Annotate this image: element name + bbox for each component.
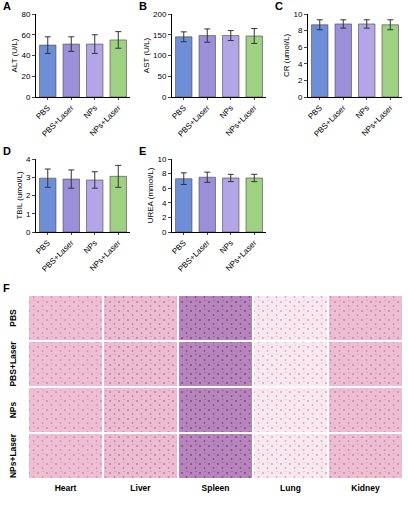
svg-text:0: 0 — [162, 93, 167, 102]
svg-text:PBS: PBS — [306, 103, 324, 121]
svg-text:6: 6 — [298, 43, 303, 52]
svg-text:4: 4 — [298, 60, 303, 69]
html-text:C: C — [275, 0, 283, 12]
svg-text:Liver: Liver — [130, 483, 151, 493]
svg-text:Heart: Heart — [55, 483, 77, 493]
svg-text:3: 3 — [26, 173, 31, 182]
svg-text:AST (U/L): AST (U/L) — [142, 37, 151, 73]
svg-text:2: 2 — [162, 213, 167, 222]
svg-text:PBS+Laser: PBS+Laser — [176, 103, 211, 138]
svg-text:10: 10 — [157, 155, 166, 164]
svg-text:4: 4 — [26, 155, 31, 164]
svg-text:PBS+Laser: PBS+Laser — [40, 238, 75, 273]
svg-text:40: 40 — [21, 51, 30, 60]
svg-text:NPs+Laser: NPs+Laser — [360, 103, 395, 138]
svg-text:2: 2 — [26, 191, 31, 200]
svg-text:2: 2 — [298, 76, 303, 85]
svg-text:PBS: PBS — [34, 103, 52, 121]
svg-text:NPs+Laser: NPs+Laser — [224, 238, 259, 273]
html-text:E: E — [139, 145, 147, 157]
svg-text:F: F — [3, 282, 10, 294]
svg-text:60: 60 — [21, 31, 30, 40]
svg-text:PBS: PBS — [170, 238, 188, 256]
svg-text:0: 0 — [162, 228, 167, 237]
svg-text:PBS+Laser: PBS+Laser — [40, 103, 75, 138]
svg-text:8: 8 — [298, 26, 303, 35]
svg-text:10: 10 — [293, 10, 302, 19]
svg-text:PBS: PBS — [34, 238, 52, 256]
svg-text:TBIL (umol/L): TBIL (umol/L) — [15, 171, 24, 219]
svg-text:NPs: NPs — [218, 238, 235, 255]
svg-text:6: 6 — [162, 184, 167, 193]
svg-text:1: 1 — [26, 210, 31, 219]
svg-text:PBS+Laser: PBS+Laser — [312, 103, 347, 138]
svg-text:150: 150 — [153, 31, 167, 40]
svg-text:PBS+Laser: PBS+Laser — [176, 238, 211, 273]
svg-text:50: 50 — [157, 72, 166, 81]
svg-text:200: 200 — [153, 10, 167, 19]
html-text:D: D — [3, 145, 11, 157]
html-text:B: B — [139, 0, 147, 12]
svg-text:Spleen: Spleen — [202, 483, 230, 493]
svg-text:Lung: Lung — [280, 483, 301, 493]
svg-text:80: 80 — [21, 10, 30, 19]
svg-text:ALT (U/L): ALT (U/L) — [10, 38, 19, 72]
svg-text:NPs+Laser: NPs+Laser — [8, 433, 18, 478]
svg-text:8: 8 — [162, 169, 167, 178]
svg-text:Kidney: Kidney — [351, 483, 380, 493]
svg-text:100: 100 — [153, 51, 167, 60]
svg-text:NPs: NPs — [218, 103, 235, 120]
svg-text:4: 4 — [162, 199, 167, 208]
svg-text:NPs: NPs — [82, 103, 99, 120]
svg-text:NPs: NPs — [354, 103, 371, 120]
svg-text:0: 0 — [26, 93, 31, 102]
svg-text:NPs+Laser: NPs+Laser — [88, 103, 123, 138]
svg-text:0: 0 — [298, 93, 303, 102]
svg-text:NPs: NPs — [82, 238, 99, 255]
svg-text:NPs+Laser: NPs+Laser — [88, 238, 123, 273]
svg-text:0: 0 — [26, 228, 31, 237]
svg-text:PBS: PBS — [170, 103, 188, 121]
svg-text:20: 20 — [21, 72, 30, 81]
svg-text:NPs: NPs — [8, 401, 18, 418]
html-text:A: A — [3, 0, 11, 12]
svg-text:NPs+Laser: NPs+Laser — [224, 103, 259, 138]
svg-text:CR (umol/L): CR (umol/L) — [282, 34, 291, 77]
svg-text:PBS+Laser: PBS+Laser — [8, 341, 18, 387]
svg-text:PBS: PBS — [8, 309, 18, 327]
svg-text:UREA (mmol/L): UREA (mmol/L) — [146, 167, 155, 223]
